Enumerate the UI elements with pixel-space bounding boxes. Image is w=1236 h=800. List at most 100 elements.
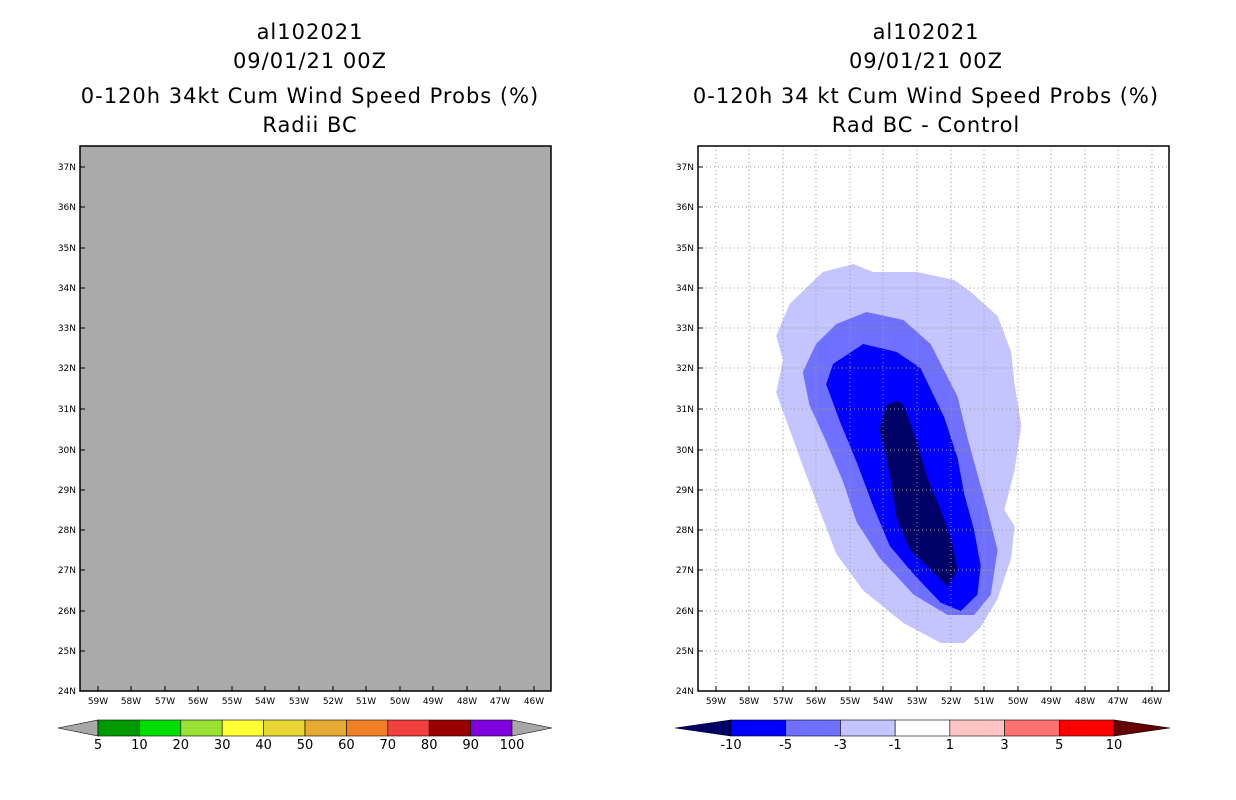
- left-x-tick-label: 50W: [390, 697, 410, 707]
- right-colorbar-label: -1: [889, 738, 902, 753]
- right-y-tick-label: 34N: [676, 284, 694, 294]
- right-colorbar-swatch-4: [949, 719, 1005, 737]
- right-colorbar-swatch-0: [730, 719, 787, 737]
- right-y-tick-label: 27N: [676, 566, 694, 576]
- left-x-tick-label: 49W: [423, 697, 443, 707]
- left-y-tick-label: 25N: [58, 647, 76, 657]
- right-colorbar-label: 3: [1000, 738, 1008, 753]
- right-colorbar-label: 5: [1055, 738, 1063, 753]
- left-colorbar-label: 50: [297, 738, 314, 753]
- left-storm-id: al102021: [256, 20, 364, 44]
- left-y-tick-label: 36N: [58, 203, 76, 213]
- left-y-tick-label: 35N: [58, 244, 76, 254]
- right-x-tick-label: 49W: [1041, 697, 1061, 707]
- left-x-tick-label: 47W: [490, 697, 510, 707]
- left-y-tick-label: 30N: [58, 446, 76, 456]
- left-x-tick-label: 57W: [155, 697, 175, 707]
- left-plot-frame: [79, 145, 552, 692]
- left-y-tick-label: 27N: [58, 566, 76, 576]
- left-colorbar-label: 30: [214, 738, 231, 753]
- left-x-tick-label: 55W: [222, 697, 242, 707]
- right-y-tick-label: 31N: [676, 405, 694, 415]
- left-colorbar-label: 80: [421, 738, 438, 753]
- right-product-title: 0-120h 34 kt Cum Wind Speed Probs (%): [692, 84, 1160, 108]
- left-colorbar-swatch-5: [304, 719, 347, 737]
- right-x-tick-label: 52W: [941, 697, 961, 707]
- left-y-tick-label: 37N: [58, 163, 76, 173]
- left-x-tick-label: 52W: [323, 697, 343, 707]
- left-colorbar-label: 60: [338, 738, 355, 753]
- right-datetime: 09/01/21 00Z: [848, 49, 1004, 73]
- left-colorbar-label: 20: [173, 738, 190, 753]
- left-colorbar-swatch-0: [97, 719, 140, 737]
- right-colorbar-swatch-5: [1004, 719, 1060, 737]
- right-y-tick-label: 25N: [676, 647, 694, 657]
- left-x-tick-label: 54W: [255, 697, 275, 707]
- left-colorbar-label: 40: [255, 738, 272, 753]
- left-x-tick-label: 48W: [457, 697, 477, 707]
- left-product-title: 0-120h 34kt Cum Wind Speed Probs (%): [80, 84, 540, 108]
- right-x-tick-label: 50W: [1008, 697, 1028, 707]
- right-y-tick-label: 30N: [676, 446, 694, 456]
- left-x-tick-label: 58W: [121, 697, 141, 707]
- left-colorbar-over: [511, 719, 553, 737]
- right-chart: 59W 58W 57W 56W 55W 54W 53W 52W 51W 50W 49W 48W 47W 4…: [674, 145, 1171, 753]
- left-x-tick-label: 53W: [289, 697, 309, 707]
- right-subtitle: Rad BC - Control: [831, 113, 1021, 137]
- left-colorbar-swatch-8: [428, 719, 471, 737]
- left-plot-area: [80, 146, 551, 691]
- left-colorbar-label: 90: [462, 738, 479, 753]
- left-y-tick-label: 26N: [58, 607, 76, 617]
- right-colorbar-label: 1: [946, 738, 954, 753]
- right-x-tick-label: 47W: [1108, 697, 1128, 707]
- left-y-tick-label: 28N: [58, 526, 76, 536]
- left-x-tick-label: 46W: [524, 697, 544, 707]
- left-colorbar-label: 100: [500, 738, 525, 753]
- right-y-tick-label: 35N: [676, 244, 694, 254]
- right-colorbar-swatch-3: [894, 719, 951, 737]
- right-y-tick-label: 37N: [676, 163, 694, 173]
- right-colorbar-swatch-6: [1058, 719, 1115, 737]
- right-colorbar-label: 10: [1106, 738, 1123, 753]
- right-colorbar-under: [674, 719, 732, 737]
- left-x-tick-label: 56W: [188, 697, 208, 707]
- right-y-tick-label: 26N: [676, 607, 694, 617]
- left-datetime: 09/01/21 00Z: [232, 49, 388, 73]
- left-subtitle: Radii BC: [262, 113, 358, 137]
- right-x-tick-label: 46W: [1142, 697, 1162, 707]
- right-x-tick-label: 54W: [873, 697, 893, 707]
- right-colorbar-over: [1113, 719, 1171, 737]
- right-x-tick-label: 59W: [706, 697, 726, 707]
- left-colorbar-label: 10: [131, 738, 148, 753]
- left-x-tick-label: 51W: [356, 697, 376, 707]
- right-y-tick-label: 29N: [676, 486, 694, 496]
- left-y-tick-label: 29N: [58, 486, 76, 496]
- right-x-tick-label: 56W: [806, 697, 826, 707]
- right-colorbar-swatch-2: [840, 719, 896, 737]
- right-x-tick-label: 55W: [840, 697, 860, 707]
- right-x-tick-label: 48W: [1075, 697, 1095, 707]
- right-contour-3: [879, 400, 958, 587]
- left-y-tick-label: 33N: [58, 324, 76, 334]
- right-y-tick-label: 32N: [676, 364, 694, 374]
- right-colorbar-label: -3: [834, 738, 847, 753]
- left-colorbar-swatch-1: [139, 719, 182, 737]
- right-chart-title: al102021 09/01/21 00Z 0-120h 34 kt Cum W…: [626, 18, 1226, 140]
- right-y-tick-label: 28N: [676, 526, 694, 536]
- right-plot-frame: [697, 145, 1170, 692]
- left-colorbar-label: 5: [94, 738, 102, 753]
- right-y-tick-label: 36N: [676, 203, 694, 213]
- left-colorbar-swatch-3: [221, 719, 264, 737]
- right-y-tick-label: 33N: [676, 324, 694, 334]
- left-y-tick-label: 24N: [58, 687, 76, 697]
- right-x-tick-label: 57W: [773, 697, 793, 707]
- left-y-tick-label: 31N: [58, 405, 76, 415]
- left-y-tick-label: 32N: [58, 364, 76, 374]
- left-y-tick-label: 34N: [58, 284, 76, 294]
- right-colorbar-swatch-1: [785, 719, 841, 737]
- left-colorbar-swatch-6: [346, 719, 389, 737]
- left-chart-title: al102021 09/01/21 00Z 0-120h 34kt Cum Wi…: [10, 18, 610, 140]
- left-chart: 59W 58W 57W 56W 55W 54W 53W 52W 51W 50W 49W 48W 47W 4…: [58, 145, 553, 753]
- left-colorbar-label: 70: [380, 738, 397, 753]
